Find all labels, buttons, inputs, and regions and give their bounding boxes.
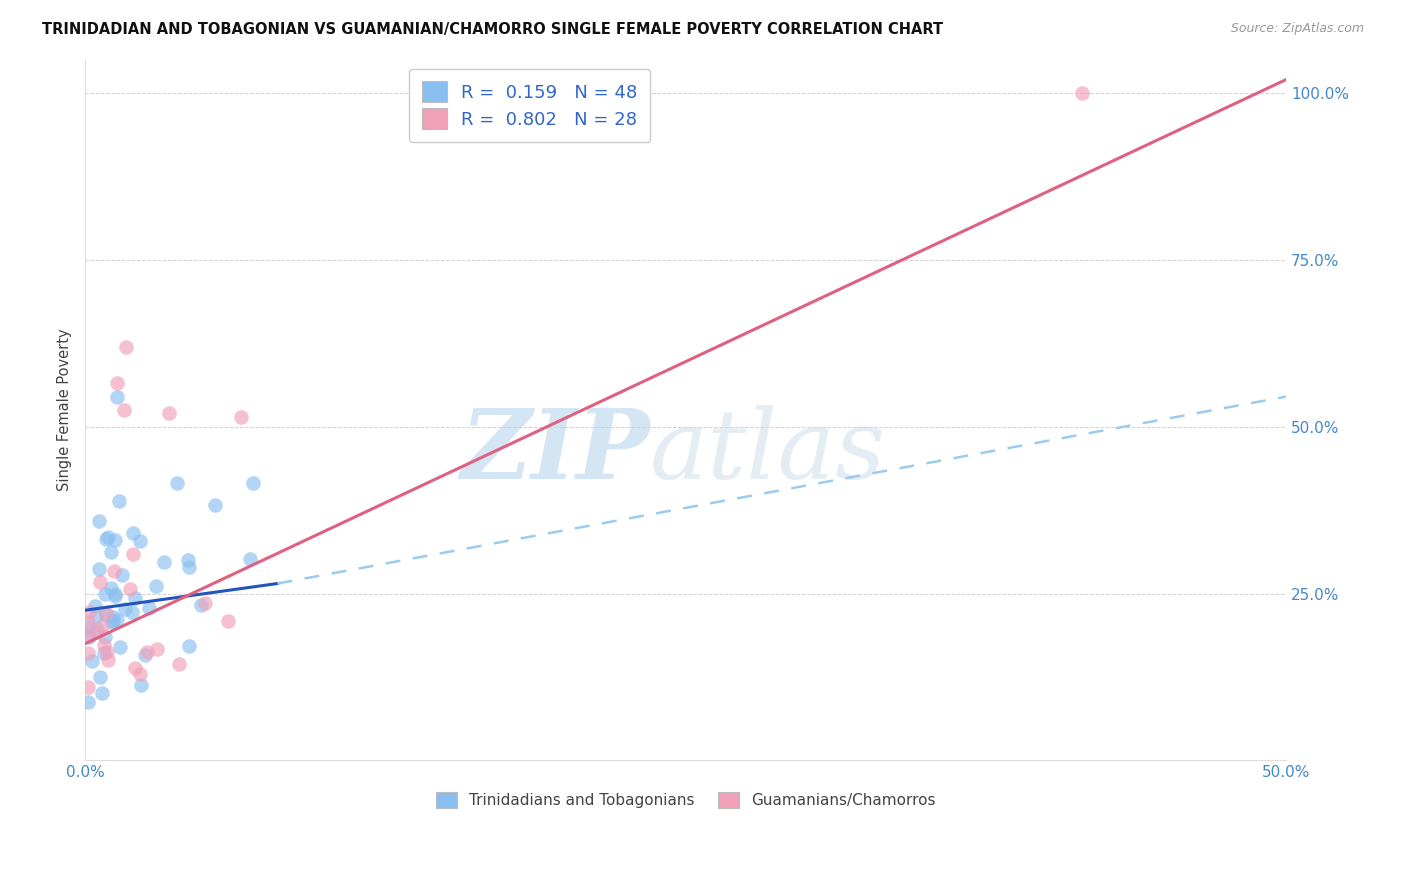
Point xyxy=(94,532,117,546)
Point xyxy=(89,562,111,576)
Point xyxy=(97,530,120,544)
Point xyxy=(94,608,117,623)
Point xyxy=(76,680,98,694)
Text: atlas: atlas xyxy=(650,405,886,499)
Point xyxy=(122,525,145,540)
Point xyxy=(124,661,146,675)
Point xyxy=(93,646,115,660)
Point xyxy=(93,638,115,652)
Point xyxy=(89,574,111,589)
Point xyxy=(94,630,117,644)
Point xyxy=(84,599,107,614)
Point xyxy=(177,552,200,566)
Point xyxy=(190,598,212,612)
Text: Source: ZipAtlas.com: Source: ZipAtlas.com xyxy=(1230,22,1364,36)
Point xyxy=(103,610,125,624)
Point xyxy=(114,602,136,616)
Point xyxy=(97,653,120,667)
Point xyxy=(108,640,131,655)
Point xyxy=(107,614,129,628)
Point xyxy=(80,654,103,668)
Point xyxy=(124,591,146,605)
Point xyxy=(194,595,217,609)
Point xyxy=(217,614,239,628)
Point xyxy=(135,645,157,659)
Point xyxy=(111,567,134,582)
Point xyxy=(179,560,201,574)
Point xyxy=(91,619,114,633)
Point xyxy=(105,376,128,391)
Point xyxy=(94,606,117,620)
Point xyxy=(100,582,122,596)
Point xyxy=(239,552,262,566)
Point xyxy=(145,579,167,593)
Point xyxy=(77,605,100,619)
Point xyxy=(87,514,110,528)
Point xyxy=(231,409,253,424)
Point xyxy=(153,555,176,569)
Text: ZIP: ZIP xyxy=(460,405,650,499)
Point xyxy=(103,533,125,547)
Point xyxy=(112,403,135,417)
Point xyxy=(167,657,190,671)
Point xyxy=(86,622,108,636)
Legend: Trinidadians and Tobagonians, Guamanians/Chamorros: Trinidadians and Tobagonians, Guamanians… xyxy=(427,785,943,816)
Point xyxy=(90,686,112,700)
Point xyxy=(134,648,156,663)
Point xyxy=(76,627,98,641)
Point xyxy=(101,614,124,628)
Point xyxy=(101,615,124,629)
Point xyxy=(157,406,180,420)
Point xyxy=(129,678,152,692)
Point xyxy=(115,340,138,354)
Point xyxy=(76,695,98,709)
Point xyxy=(121,606,143,620)
Point xyxy=(122,548,145,562)
Text: TRINIDADIAN AND TOBAGONIAN VS GUAMANIAN/CHAMORRO SINGLE FEMALE POVERTY CORRELATI: TRINIDADIAN AND TOBAGONIAN VS GUAMANIAN/… xyxy=(42,22,943,37)
Point xyxy=(105,390,128,404)
Point xyxy=(77,631,100,645)
Point xyxy=(103,564,125,578)
Point xyxy=(129,666,152,681)
Point xyxy=(104,589,127,603)
Point xyxy=(77,646,100,660)
Point xyxy=(166,476,188,491)
Point xyxy=(129,533,152,548)
Point xyxy=(120,582,142,597)
Point xyxy=(77,620,100,634)
Point xyxy=(146,642,169,657)
Point xyxy=(138,601,160,615)
Point xyxy=(76,615,98,629)
Point xyxy=(242,476,264,491)
Point xyxy=(84,608,107,623)
Point xyxy=(89,670,111,684)
Y-axis label: Single Female Poverty: Single Female Poverty xyxy=(58,328,72,491)
Point xyxy=(204,499,226,513)
Point xyxy=(96,645,118,659)
Point xyxy=(94,587,117,601)
Point xyxy=(104,587,127,601)
Point xyxy=(86,625,108,640)
Point xyxy=(177,640,200,654)
Point xyxy=(1070,86,1092,100)
Point xyxy=(100,545,122,559)
Point xyxy=(107,494,129,508)
